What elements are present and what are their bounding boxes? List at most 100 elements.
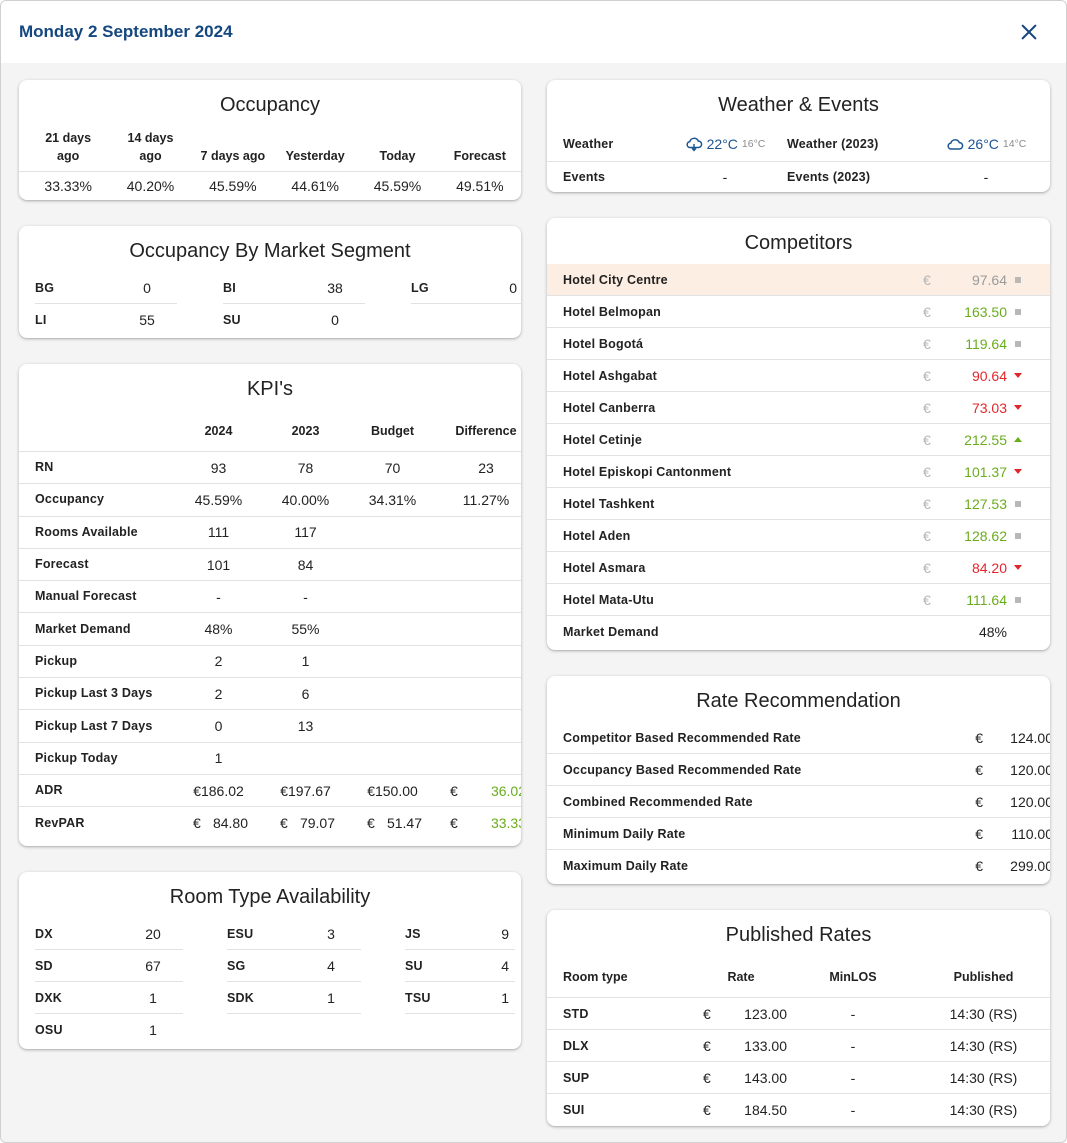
kpi-value-2024: 2 — [214, 653, 223, 670]
rate-recommendation-row: Maximum Daily Rate €299.00 — [547, 850, 1050, 882]
currency-symbol: € — [703, 1069, 711, 1086]
kpi-value-2023: 117 — [294, 524, 317, 541]
published-rate: €143.00 — [681, 1070, 801, 1086]
segment-item: BG 0 — [35, 272, 177, 304]
occupancy-col-header: Yesterday — [285, 149, 345, 163]
kpi-value-difference: 11.27% — [462, 491, 510, 508]
trend-flat-icon — [1015, 532, 1021, 539]
occupancy-value: 45.59% — [209, 177, 257, 194]
competitor-row: Hotel Canberra €73.03 — [547, 392, 1050, 424]
competitors-card: Competitors Hotel City Centre €97.64 Hotel… — [547, 218, 1050, 650]
competitor-name: Hotel Episkopi Cantonment — [563, 464, 732, 479]
trend-down-icon — [1014, 565, 1022, 570]
modal-header: Monday 2 September 2024 — [1, 1, 1066, 63]
weather-temp: 22°C — [706, 135, 738, 152]
segment-item: BI 38 — [223, 272, 365, 304]
currency-symbol: € — [975, 793, 983, 810]
competitor-rate: 97.64 — [971, 271, 1007, 288]
weather-row: Weather 22°C 16°C Weather (2023) 26°C 14… — [563, 135, 1027, 152]
kpi-value-2024: 45.59% — [194, 491, 243, 508]
weather-prev-temp: 26°C — [967, 135, 999, 152]
rate-recommendation-row: Combined Recommended Rate €120.00 — [547, 786, 1050, 818]
trend-down-icon — [1014, 469, 1022, 474]
published-rate-value: 143.00 — [744, 1069, 787, 1086]
occupancy-header-row: 21 days ago 14 days ago 7 days ago Yeste… — [19, 126, 521, 172]
kpi-row: RN 93 78 70 23 — [19, 452, 521, 485]
published-rate-row: SUP €143.00 - 14:30 (RS) — [547, 1062, 1050, 1094]
kpi-col-2024: 2024 — [204, 423, 233, 438]
occupancy-card: Occupancy 21 days ago 14 days ago 7 days… — [19, 80, 521, 200]
room-type-item: JS 9 — [405, 918, 515, 950]
kpi-value-2024: 2 — [214, 685, 223, 702]
cloud-rain-icon — [686, 137, 702, 152]
room-type-code: SUP — [563, 1070, 590, 1085]
kpi-value-2023: 55% — [291, 621, 320, 638]
rate-recommendation-value: 120.00 — [1010, 761, 1050, 778]
rate-recommendation-label: Maximum Daily Rate — [563, 859, 689, 873]
kpi-row-label: Pickup — [35, 653, 78, 668]
published-rate: €123.00 — [681, 1006, 801, 1022]
kpi-row: Pickup Last 3 Days 2 6 — [19, 678, 521, 711]
competitor-rate: 119.64 — [965, 335, 1007, 352]
published-minlos: - — [850, 1069, 856, 1086]
room-type-code: DLX — [563, 1038, 589, 1053]
competitor-row: Hotel Bogotá €119.64 — [547, 328, 1050, 360]
kpi-col-2023: 2023 — [291, 423, 320, 438]
competitor-row: Hotel Ashgabat €90.64 — [547, 360, 1050, 392]
rate-recommendation-label: Competitor Based Recommended Rate — [563, 730, 801, 745]
published-minlos: - — [850, 1037, 856, 1054]
rate-recommendation-title: Rate Recommendation — [696, 690, 901, 712]
published-minlos: - — [850, 1102, 856, 1118]
market-segment-card: Occupancy By Market Segment BG 0 BI 38 LG 0… — [19, 226, 521, 338]
kpi-value-2024: 101 — [206, 556, 231, 573]
kpi-row: Manual Forecast - - — [19, 581, 521, 614]
competitor-name: Hotel Canberra — [563, 400, 656, 415]
competitor-row: Hotel Belmopan €163.50 — [547, 296, 1050, 328]
rate-recommendation-value: 120.00 — [1010, 793, 1050, 810]
trend-flat-icon — [1015, 340, 1021, 347]
market-segment-grid: BG 0 BI 38 LG 0 LI 55 SU 0 — [19, 272, 521, 336]
kpi-row-revpar: RevPAR €84.80 €79.07 €51.47 €33.33 — [35, 815, 521, 832]
published-rate: €133.00 — [681, 1038, 801, 1054]
kpi-value-2024: 93 — [210, 459, 227, 476]
kpi-value-2023: 78 — [297, 459, 314, 476]
published-rate-value: 123.00 — [744, 1005, 787, 1022]
kpi-row-label: Pickup Last 3 Days — [35, 686, 153, 701]
competitor-row: Hotel Asmara €84.20 — [547, 552, 1050, 584]
rate-recommendation-row: Occupancy Based Recommended Rate €120.00 — [547, 754, 1050, 786]
trend-down-icon — [1014, 373, 1022, 378]
currency-symbol: € — [703, 1102, 711, 1118]
published-rate-value: 184.50 — [744, 1102, 787, 1118]
occupancy-value: 44.61% — [291, 177, 339, 194]
kpi-row-label: Rooms Available — [35, 524, 138, 539]
trend-flat-icon — [1015, 308, 1021, 315]
room-type-card: Room Type Availability DX 20 ESU 3 JS 9 SD 67 SG… — [19, 872, 521, 1049]
competitor-rate: 127.53 — [964, 495, 1007, 512]
published-rates-title: Published Rates — [725, 924, 872, 946]
currency-symbol: € — [923, 271, 931, 288]
kpi-value-2023: 6 — [301, 685, 310, 702]
kpi-value-2023: - — [303, 588, 308, 605]
published-rate-row: SUI €184.50 - 14:30 (RS) — [547, 1094, 1050, 1126]
published-time: 14:30 (RS) — [949, 1005, 1018, 1022]
segment-item: SU 0 — [223, 312, 339, 328]
rate-recommendation-value: 124.00 — [1010, 729, 1050, 746]
kpi-value-2024: 1 — [214, 750, 223, 767]
published-rates-card: Published Rates Room type Rate MinLOS Pu… — [547, 910, 1050, 1126]
room-type-item: SU 4 — [405, 950, 515, 982]
close-icon[interactable] — [1016, 19, 1042, 45]
rate-recommendation-row: Minimum Daily Rate €110.00 — [547, 818, 1050, 850]
kpi-row-label: Forecast — [35, 557, 89, 572]
weather-prev-low: 14°C — [1002, 137, 1027, 150]
competitor-name: Hotel Mata-Utu — [563, 592, 654, 607]
competitor-name: Hotel Aden — [563, 528, 631, 543]
room-type-item: TSU 1 — [405, 982, 515, 1014]
occupancy-value: 40.20% — [126, 177, 175, 194]
competitor-name: Hotel Cetinje — [563, 432, 642, 447]
kpi-row: Pickup Last 7 Days 0 13 — [19, 710, 521, 743]
competitor-row: Hotel Cetinje €212.55 — [547, 424, 1050, 456]
market-segment-title: Occupancy By Market Segment — [129, 240, 411, 262]
currency-symbol: € — [923, 335, 931, 352]
currency-symbol: € — [975, 825, 983, 842]
segment-item: LI 55 — [35, 312, 155, 328]
